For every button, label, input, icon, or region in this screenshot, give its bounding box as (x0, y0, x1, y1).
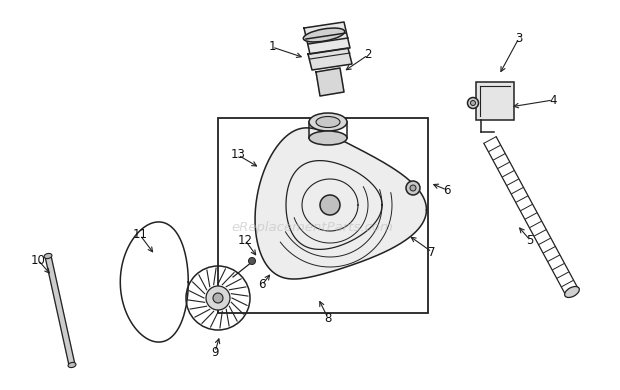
Text: 3: 3 (515, 32, 523, 44)
Ellipse shape (565, 287, 579, 298)
Text: 6: 6 (443, 184, 451, 197)
Text: 1: 1 (268, 41, 276, 53)
Text: 12: 12 (237, 234, 252, 246)
Circle shape (406, 181, 420, 195)
Circle shape (320, 195, 340, 215)
Polygon shape (45, 255, 75, 366)
Text: 2: 2 (365, 48, 372, 62)
Circle shape (213, 293, 223, 303)
Ellipse shape (309, 113, 347, 131)
Text: 9: 9 (211, 346, 219, 358)
Text: 10: 10 (30, 254, 45, 266)
Text: 5: 5 (526, 234, 534, 246)
Text: 4: 4 (549, 94, 557, 106)
Text: eReplacementParts.com: eReplacementParts.com (231, 222, 393, 234)
Ellipse shape (316, 117, 340, 128)
Ellipse shape (309, 131, 347, 145)
Text: 13: 13 (231, 149, 246, 161)
Circle shape (467, 98, 479, 108)
Ellipse shape (44, 254, 52, 259)
Ellipse shape (68, 362, 76, 368)
Circle shape (471, 101, 476, 106)
Polygon shape (316, 68, 344, 96)
Text: 8: 8 (324, 312, 332, 324)
Polygon shape (255, 128, 427, 279)
Text: 7: 7 (428, 245, 436, 259)
Circle shape (206, 286, 230, 310)
Text: 11: 11 (133, 229, 148, 241)
Text: 6: 6 (259, 278, 266, 291)
Circle shape (410, 185, 416, 191)
Polygon shape (308, 48, 352, 70)
Ellipse shape (303, 28, 345, 42)
Bar (476, 82, 514, 120)
Polygon shape (304, 22, 350, 54)
Circle shape (249, 257, 255, 264)
Bar (218, 118, 428, 313)
